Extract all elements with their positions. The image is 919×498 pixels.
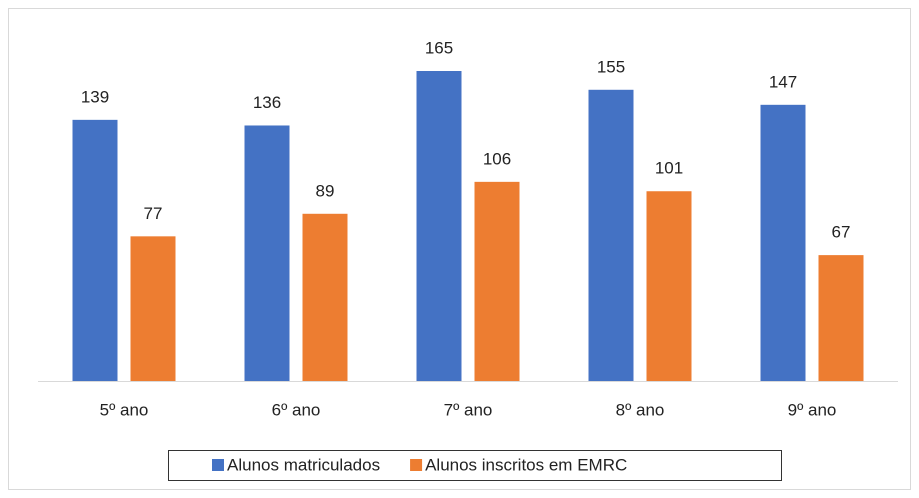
bar <box>760 104 806 382</box>
bar <box>244 125 290 381</box>
data-label: 139 <box>81 87 109 106</box>
bar <box>72 119 118 382</box>
data-label: 77 <box>144 204 163 223</box>
legend-swatch <box>410 459 423 471</box>
x-tick-label: 5º ano <box>100 400 149 419</box>
data-label: 101 <box>655 159 683 178</box>
data-label: 106 <box>483 149 511 168</box>
x-tick-label: 6º ano <box>272 400 321 419</box>
x-tick-label: 7º ano <box>444 400 493 419</box>
data-label: 147 <box>769 72 797 91</box>
legend-label: Alunos matriculados <box>227 455 380 474</box>
bar <box>416 71 462 381</box>
legend-box <box>168 450 782 481</box>
data-label: 67 <box>832 223 851 242</box>
legend-swatch <box>212 459 224 471</box>
bar <box>130 236 176 381</box>
bar <box>588 89 634 382</box>
data-label: 136 <box>253 93 281 112</box>
bar <box>474 181 520 381</box>
bar <box>302 213 348 381</box>
x-tick-label: 9º ano <box>788 400 837 419</box>
data-label: 155 <box>597 57 625 76</box>
x-tick-label: 8º ano <box>616 400 665 419</box>
data-label: 89 <box>316 181 335 200</box>
data-label: 165 <box>425 38 453 57</box>
bar <box>646 191 692 381</box>
legend-label: Alunos inscritos em EMRC <box>425 455 627 474</box>
bar <box>818 255 864 381</box>
